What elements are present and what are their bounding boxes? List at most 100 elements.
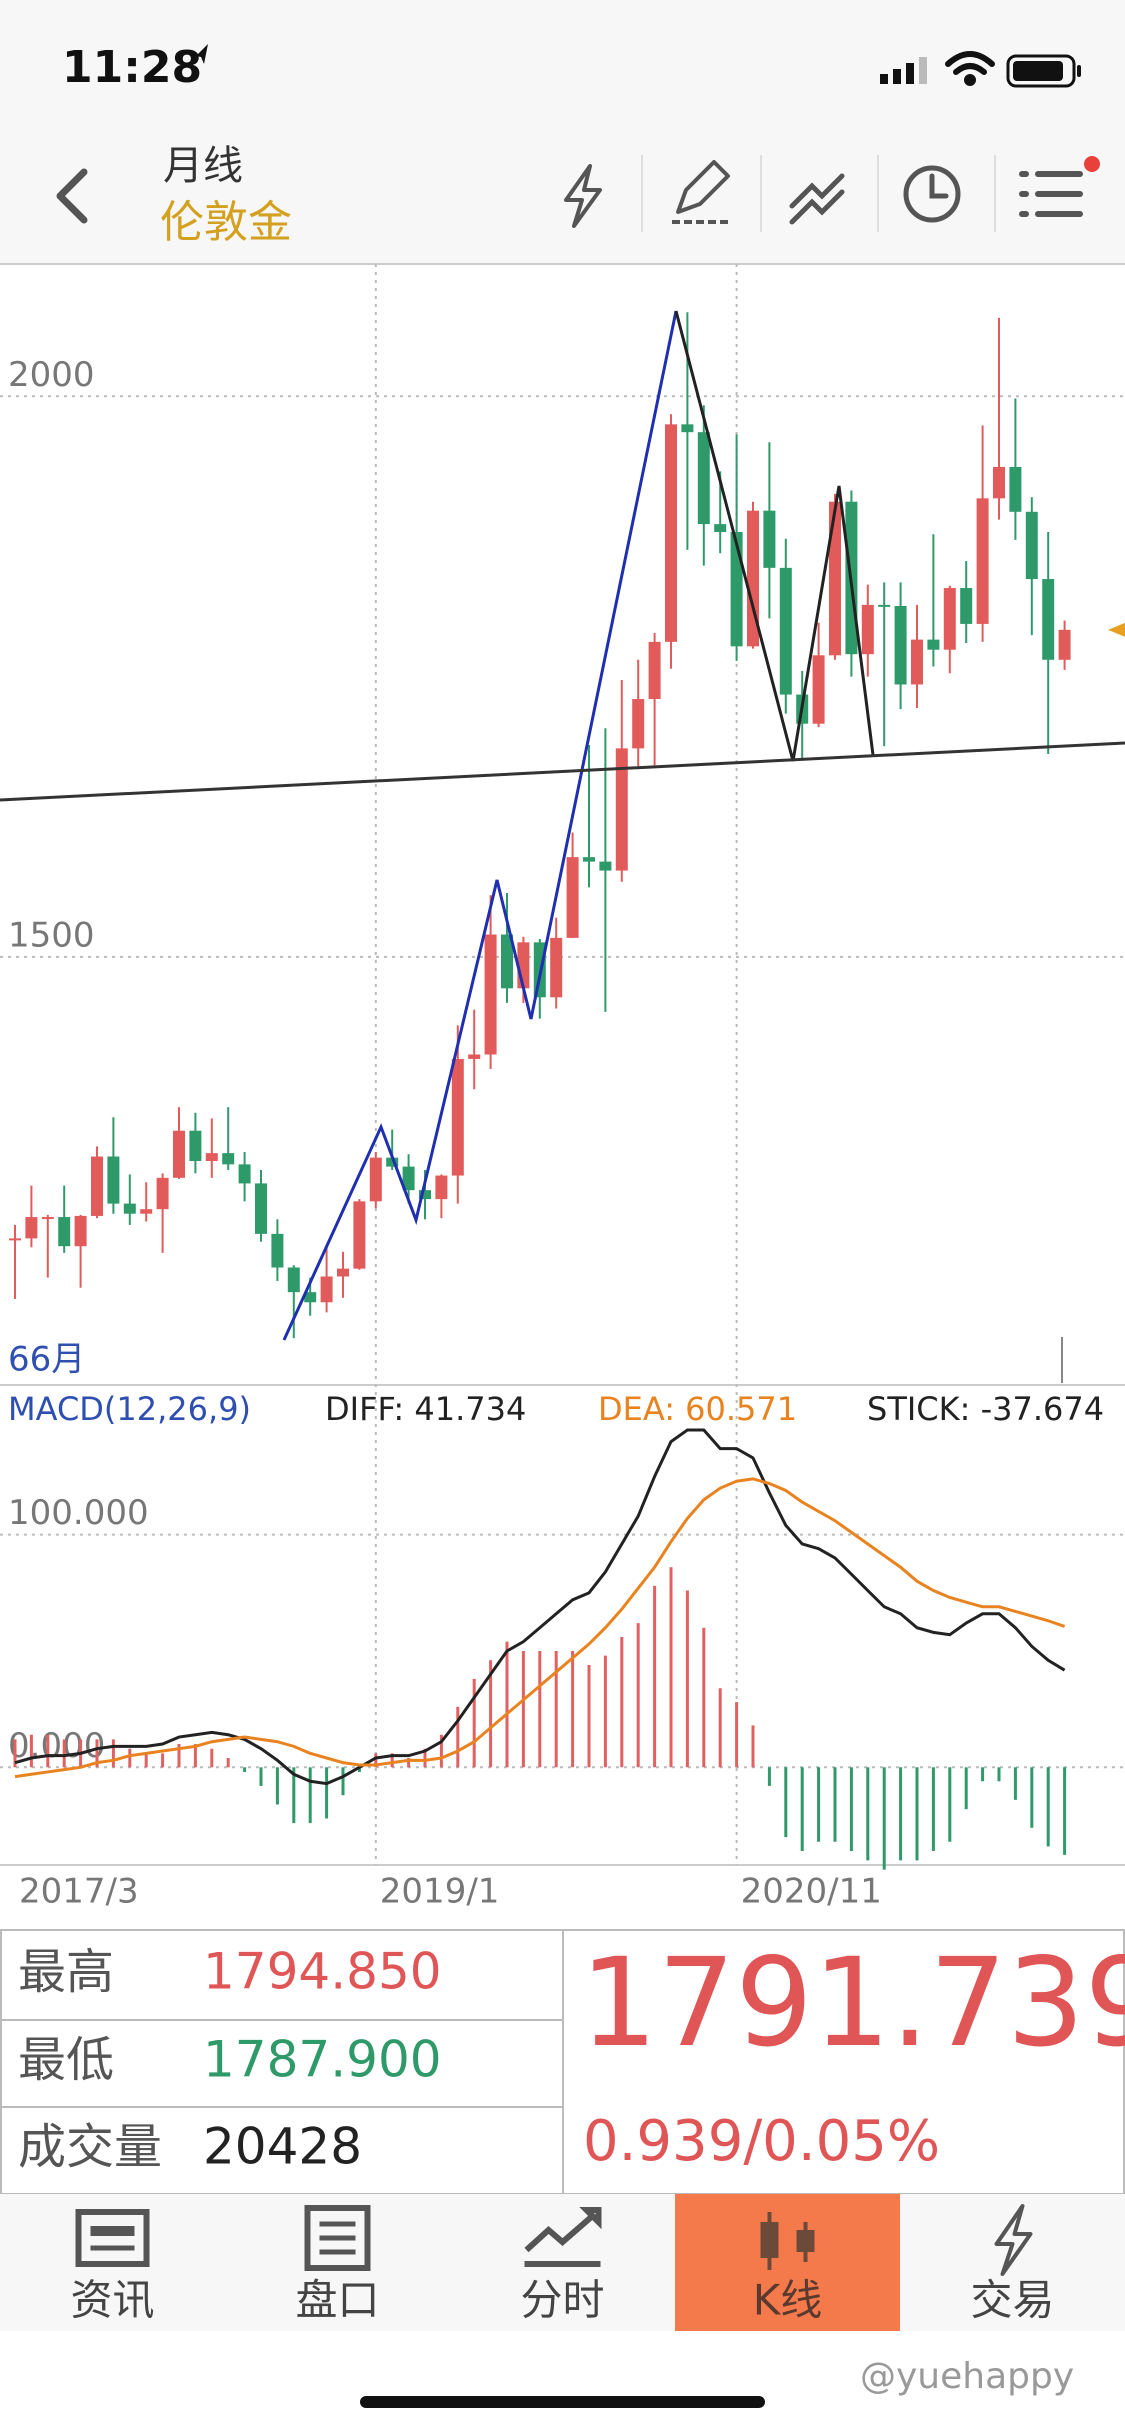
candle-body — [632, 699, 645, 749]
candle-body — [91, 1156, 103, 1216]
period-icon[interactable] — [903, 165, 961, 223]
tab[interactable]: 分时 — [520, 2207, 605, 2325]
candle-body — [976, 498, 989, 624]
candle-body — [156, 1177, 169, 1210]
tab-label: K线 — [753, 2276, 823, 2325]
candle-body — [681, 424, 694, 433]
trend-line-blue — [282, 310, 678, 1341]
candle-body — [779, 567, 792, 695]
candle-body — [648, 641, 661, 700]
candle-body — [894, 605, 907, 685]
menu-icon[interactable] — [1019, 156, 1100, 217]
support-line — [0, 741, 1125, 802]
candle-body — [878, 604, 891, 607]
candle-body — [960, 588, 973, 624]
candle-body — [927, 639, 940, 650]
draw-icon[interactable] — [672, 160, 730, 224]
page-title: 月线 — [163, 143, 243, 189]
y-tick-label: 1500 — [8, 915, 95, 955]
candle-body — [271, 1233, 284, 1268]
candle-body — [205, 1153, 218, 1161]
macd-line — [14, 1428, 1066, 1786]
candle-body — [763, 510, 776, 568]
candle-body — [9, 1238, 21, 1241]
candle-body — [829, 501, 841, 656]
period-label: 66月 — [8, 1340, 85, 1380]
x-tick-label: 2020/11 — [741, 1872, 882, 1912]
home-indicator — [360, 2396, 765, 2408]
quote-value: 1787.900 — [203, 2031, 442, 2089]
candle-body — [812, 655, 825, 724]
candle-body — [238, 1164, 251, 1184]
candle-body — [501, 934, 513, 989]
battery-icon — [1006, 54, 1081, 88]
candle-body — [435, 1175, 448, 1200]
y-tick-label: 100.000 — [8, 1493, 149, 1533]
tab[interactable]: K线 — [675, 2194, 900, 2331]
legend-label: DIFF: 41.734 — [325, 1390, 526, 1428]
tab-label: 资讯 — [70, 2276, 154, 2325]
macd-title: MACD(12,26,9) — [8, 1390, 251, 1428]
candle-body — [107, 1156, 120, 1204]
candle-body — [402, 1166, 415, 1191]
candle-body — [189, 1130, 202, 1161]
candle-body — [386, 1157, 399, 1167]
x-tick-label: 2017/3 — [19, 1872, 139, 1912]
tab[interactable]: 交易 — [970, 2204, 1055, 2325]
candle-body — [583, 857, 595, 862]
instrument-name: 伦敦金 — [160, 197, 292, 248]
macd-line — [14, 1477, 1066, 1779]
trade-icon[interactable] — [564, 164, 602, 228]
candle-body — [550, 937, 563, 998]
candle-body — [173, 1130, 185, 1178]
candle-body — [287, 1267, 300, 1293]
candle-body — [747, 510, 759, 647]
tab-label: 盘口 — [295, 2276, 379, 2325]
tab-bar: 资讯 盘口 分时 K线 交易 — [70, 2194, 1055, 2331]
candle-body — [1009, 466, 1022, 512]
candle-body — [369, 1157, 382, 1202]
indicator-icon[interactable] — [789, 173, 845, 225]
tab-icon — [760, 2222, 779, 2258]
candle-body — [451, 1058, 464, 1176]
candle-body — [615, 748, 628, 871]
candle-body — [123, 1203, 136, 1214]
last-price: 1791.739 — [580, 1932, 1125, 2074]
candle-body — [665, 424, 677, 642]
candle-body — [484, 934, 497, 1055]
quote-rows: 最高 1794.850 最低 1787.900 成交量 20428 — [18, 1943, 442, 2176]
candle-body — [222, 1153, 235, 1165]
back-button[interactable] — [56, 168, 88, 224]
watermark: @yuehappy — [860, 2356, 1074, 2397]
tab-label: 交易 — [970, 2276, 1054, 2325]
status-time: 11:28 — [62, 42, 202, 93]
candle-body — [140, 1209, 153, 1214]
tab-icon — [994, 2204, 1033, 2276]
candle-body — [468, 1054, 481, 1059]
candle-body — [861, 604, 874, 655]
candle-body — [911, 639, 923, 685]
x-tick-label: 2019/1 — [380, 1872, 500, 1912]
candlestick-chart: 1500 2000 2017/3 2019/1 2020/11 — [0, 264, 1125, 1912]
candle-body — [41, 1217, 54, 1220]
quote-label: 最高 — [18, 1944, 114, 2000]
candle-body — [74, 1215, 87, 1247]
candle-body — [714, 524, 727, 532]
tab[interactable]: 盘口 — [295, 2205, 380, 2325]
candle-body — [304, 1292, 317, 1303]
candle-body — [697, 432, 710, 525]
location-icon — [196, 44, 208, 64]
candle-body — [255, 1183, 267, 1234]
tab-icon — [75, 2209, 150, 2267]
candle-body — [993, 466, 1005, 499]
candle-body — [943, 588, 956, 650]
nav-separators — [641, 155, 996, 232]
wifi-icon — [945, 51, 995, 86]
tab[interactable]: 资讯 — [70, 2209, 155, 2325]
candle-body — [320, 1276, 333, 1303]
candle-body — [419, 1190, 431, 1200]
legend-label: STICK: -37.674 — [867, 1390, 1104, 1428]
tab-icon — [524, 2207, 602, 2253]
